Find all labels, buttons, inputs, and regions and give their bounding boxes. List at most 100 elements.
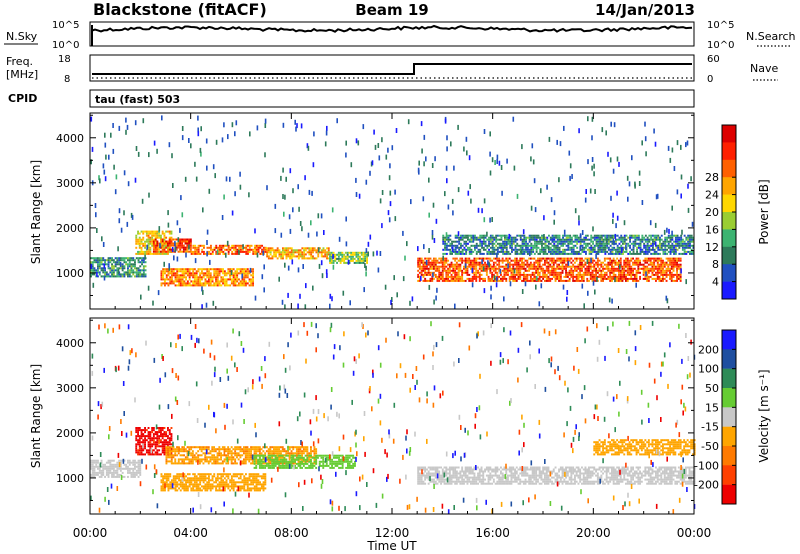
echo-cell <box>658 259 661 262</box>
echo-cell <box>218 282 221 285</box>
echo-cell <box>234 250 237 253</box>
echo-cell <box>248 454 251 457</box>
echo-cell <box>544 236 547 239</box>
echo-cell <box>510 277 513 280</box>
echo-cell <box>161 443 164 446</box>
echo-cell <box>597 244 600 247</box>
echo-cell <box>266 253 269 256</box>
echo-cell <box>197 248 200 251</box>
echo-cell <box>630 257 633 260</box>
echo-cell <box>599 242 601 245</box>
echo-cell <box>145 429 148 432</box>
echo-cell <box>330 253 333 256</box>
sparse-echo <box>464 263 467 269</box>
echo-cell <box>147 431 150 434</box>
echo-cell <box>312 249 314 252</box>
echo-cell <box>424 277 427 280</box>
nsky-panel: N.Sky 10^5 10^0 10^5 10^0 N.Search <box>4 20 796 51</box>
echo-cell <box>308 251 311 254</box>
echo-cell <box>127 265 129 268</box>
echo-cell <box>592 240 594 243</box>
echo-cell <box>440 275 442 278</box>
sparse-echo <box>483 198 486 204</box>
echo-cell <box>197 270 200 273</box>
echo-cell <box>519 269 522 272</box>
echo-cell <box>248 278 251 281</box>
sparse-echo <box>547 245 550 251</box>
echo-cell <box>652 238 654 241</box>
echo-cell <box>461 259 464 262</box>
echo-cell <box>461 275 464 278</box>
echo-cell <box>208 276 210 279</box>
echo-cell <box>498 263 501 266</box>
sparse-echo <box>516 193 519 199</box>
echo-cell <box>512 269 515 272</box>
echo-cell <box>457 279 460 282</box>
echo-cell <box>647 269 650 272</box>
echo-cell <box>509 236 512 239</box>
beam-title: Beam 19 <box>355 1 428 19</box>
echo-cell <box>558 240 561 243</box>
sparse-echo <box>101 236 103 242</box>
echo-cell <box>487 257 490 260</box>
echo-cell <box>673 240 675 243</box>
echo-cell <box>176 448 178 451</box>
echo-cell <box>632 250 635 253</box>
echo-cell <box>269 452 272 455</box>
sparse-echo <box>616 156 619 162</box>
echo-cell <box>626 277 629 280</box>
echo-cell <box>567 244 570 247</box>
echo-cell <box>341 257 344 260</box>
echo-cell <box>672 261 675 264</box>
echo-cell <box>572 271 575 274</box>
echo-cell <box>514 236 517 239</box>
echo-cell <box>528 267 531 270</box>
echo-cell <box>533 265 536 268</box>
echo-cell <box>652 234 654 237</box>
echo-cell <box>633 275 636 278</box>
echo-cell <box>190 460 193 463</box>
echo-cell <box>572 273 575 276</box>
echo-cell <box>576 242 579 245</box>
echo-cell <box>282 251 284 254</box>
echo-cell <box>339 259 342 262</box>
echo-cell <box>572 275 575 278</box>
echo-cell <box>128 265 131 268</box>
echo-cell <box>535 265 538 268</box>
sparse-echo <box>364 263 366 268</box>
sparse-echo <box>579 233 582 239</box>
sparse-echo <box>126 221 129 227</box>
sparse-echo <box>365 248 368 254</box>
echo-cell <box>290 247 293 250</box>
echo-cell <box>167 248 169 251</box>
echo-cell <box>152 435 155 438</box>
echo-cell <box>267 251 270 254</box>
echo-cell <box>667 244 670 247</box>
echo-cell <box>581 250 584 253</box>
echo-cell <box>135 252 138 255</box>
echo-cell <box>357 255 360 258</box>
echo-cell <box>234 450 237 453</box>
sparse-echo <box>489 131 491 137</box>
echo-cell <box>297 253 300 256</box>
echo-cell <box>579 263 582 266</box>
echo-cell <box>680 236 683 239</box>
echo-cell <box>156 244 159 247</box>
echo-cell <box>447 277 449 280</box>
echo-cell <box>442 238 445 241</box>
echo-cell <box>552 263 555 266</box>
echo-cell <box>590 246 593 249</box>
echo-cell <box>655 277 657 280</box>
echo-cell <box>183 454 185 457</box>
echo-cell <box>162 274 165 277</box>
echo-cell <box>258 446 261 449</box>
echo-cell <box>524 275 527 278</box>
echo-cell <box>208 280 210 283</box>
echo-cell <box>646 265 649 268</box>
echo-cell <box>537 259 539 262</box>
echo-cell <box>509 234 512 237</box>
echo-cell <box>213 450 215 453</box>
echo-cell <box>676 277 678 280</box>
echo-cell <box>135 246 138 249</box>
echo-cell <box>690 250 693 253</box>
